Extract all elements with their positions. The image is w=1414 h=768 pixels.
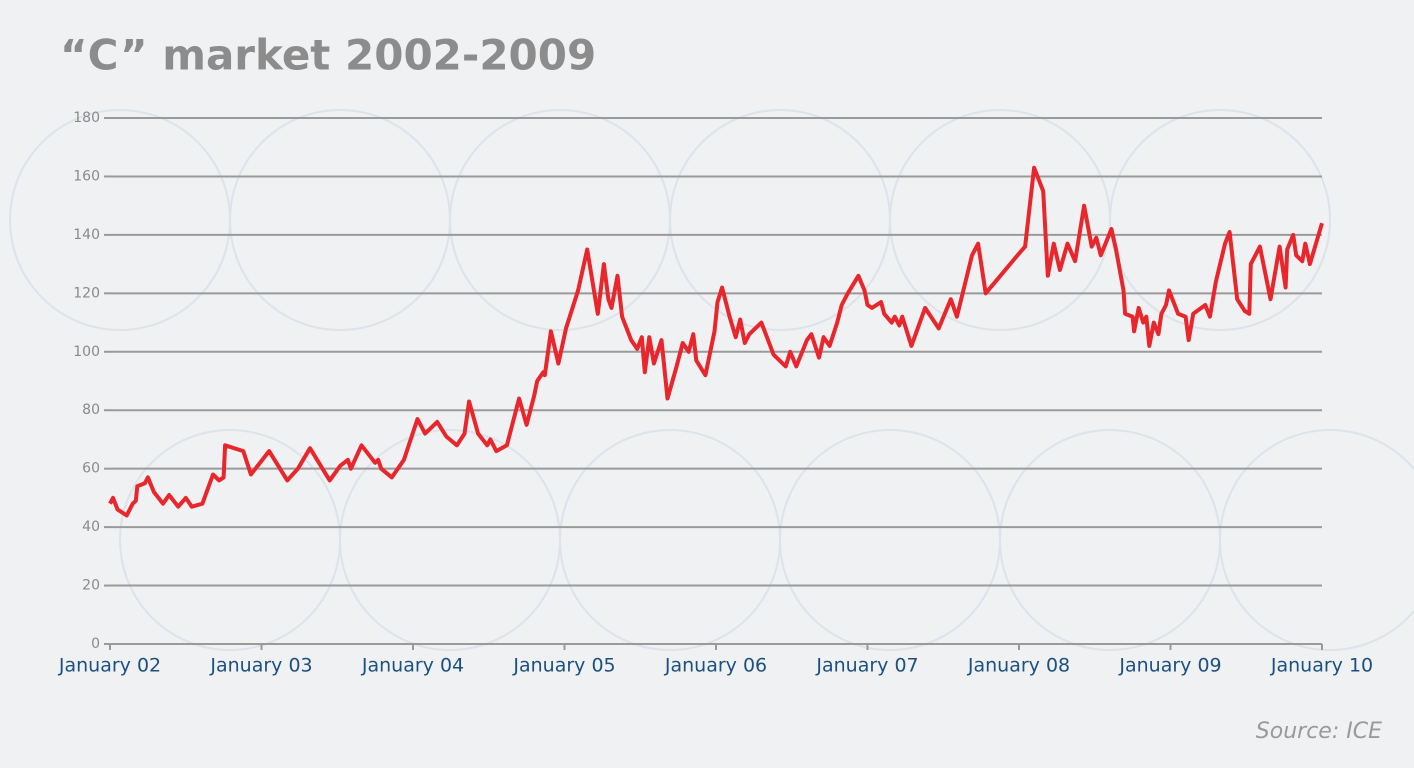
y-tick-label: 180	[73, 110, 100, 126]
y-tick-label: 20	[82, 578, 100, 594]
source-note: Source: ICE	[1256, 719, 1382, 744]
background-pattern	[9, 109, 1414, 651]
x-tick-label: January 06	[664, 655, 767, 677]
x-tick-label: January 10	[1270, 655, 1373, 677]
y-tick-label: 100	[73, 344, 100, 360]
y-tick-label: 160	[73, 168, 100, 184]
price-line	[108, 165, 1324, 518]
x-tick-label: January 03	[209, 655, 312, 677]
x-tick-label: January 08	[967, 655, 1070, 677]
x-tick-label: January 07	[815, 655, 918, 677]
y-tick-label: 0	[91, 636, 100, 652]
x-tick-label: January 02	[58, 655, 161, 677]
y-tick-label: 40	[82, 519, 100, 535]
y-tick-label: 60	[82, 461, 100, 477]
chart-title: “C” market 2002-2009	[60, 31, 596, 80]
x-tick-label: January 09	[1118, 655, 1221, 677]
y-tick-label: 120	[73, 285, 100, 301]
y-tick-label: 140	[73, 227, 100, 243]
x-tick-label: January 05	[512, 655, 615, 677]
y-tick-label: 80	[82, 402, 100, 418]
x-tick-label: January 04	[361, 655, 464, 677]
